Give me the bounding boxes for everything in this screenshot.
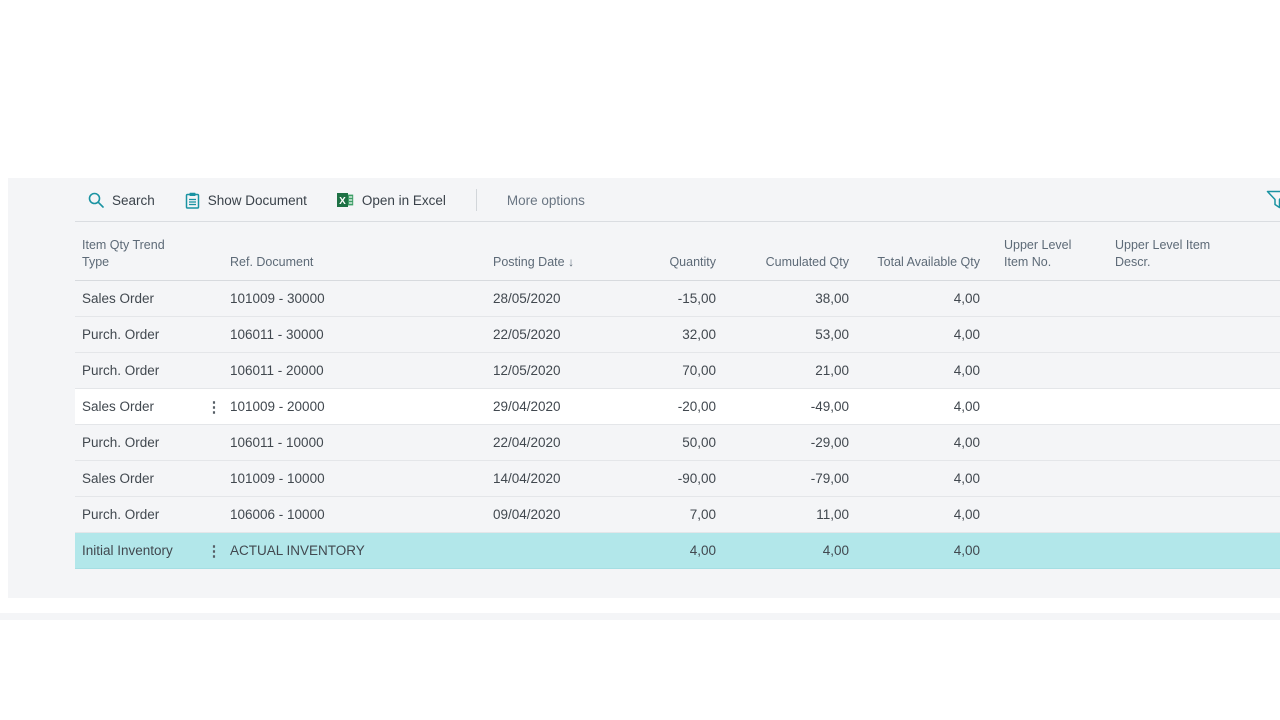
cell-type: Purch. Order: [82, 327, 160, 342]
open-in-excel-button[interactable]: X Open in Excel: [336, 192, 446, 208]
cell-quantity: 7,00: [689, 507, 716, 522]
cell-quantity: 32,00: [682, 327, 716, 342]
cell-total-available-qty: 4,00: [953, 363, 980, 378]
show-document-label: Show Document: [207, 192, 307, 208]
search-button[interactable]: Search: [88, 192, 155, 208]
cell-ref-document: 101009 - 10000: [230, 471, 325, 486]
document-icon: [185, 192, 200, 209]
cell-type: Purch. Order: [82, 435, 160, 450]
table-row[interactable]: Sales Order ⋮ 101009 - 30000 28/05/2020 …: [75, 281, 1280, 317]
column-header-quantity[interactable]: Quantity: [669, 255, 716, 269]
cell-total-available-qty: 4,00: [953, 507, 980, 522]
page-header: ITEM QUANTITY TREND ANALYSIS | WORK DATE…: [0, 118, 1280, 283]
cell-ref-document: 106011 - 20000: [230, 363, 324, 378]
cell-posting-date: 22/05/2020: [493, 327, 561, 342]
table-row[interactable]: Purch. Order ⋮ 106011 - 10000 22/04/2020…: [75, 425, 1280, 461]
cell-posting-date: 28/05/2020: [493, 291, 561, 306]
cell-posting-date: 12/05/2020: [493, 363, 561, 378]
cell-cumulated-qty: 53,00: [815, 327, 849, 342]
action-toolbar: Search Show Document X: [8, 178, 1280, 222]
cell-type: Initial Inventory: [82, 543, 173, 558]
row-options-icon[interactable]: ⋮: [206, 542, 222, 560]
cell-ref-document: ACTUAL INVENTORY: [230, 543, 365, 558]
cell-cumulated-qty: 4,00: [822, 543, 849, 558]
cell-total-available-qty: 4,00: [953, 327, 980, 342]
row-options-icon[interactable]: ⋮: [206, 398, 222, 416]
cell-type: Sales Order: [82, 471, 155, 486]
column-header-item-qty-trend-type[interactable]: Item Qty Trend Type: [82, 238, 165, 269]
cell-total-available-qty: 4,00: [953, 435, 980, 450]
column-header-upper-level-item-descr[interactable]: Upper Level Item Descr.: [1115, 238, 1211, 269]
table-row[interactable]: Purch. Order ⋮ 106011 - 30000 22/05/2020…: [75, 317, 1280, 353]
bottom-bar: [0, 613, 1280, 620]
cell-cumulated-qty: -79,00: [810, 471, 849, 486]
cell-quantity: 50,00: [682, 435, 716, 450]
show-document-button[interactable]: Show Document: [185, 192, 307, 209]
cell-posting-date: 29/04/2020: [493, 399, 561, 414]
cell-ref-document: 106006 - 10000: [230, 507, 325, 522]
cell-ref-document: 101009 - 30000: [230, 291, 325, 306]
cell-cumulated-qty: -29,00: [810, 435, 849, 450]
search-label: Search: [112, 192, 155, 208]
column-header-cumulated-qty[interactable]: Cumulated Qty: [765, 255, 849, 269]
table-row[interactable]: Sales Order ⋮ 101009 - 10000 14/04/2020 …: [75, 461, 1280, 497]
cell-ref-document: 106011 - 30000: [230, 327, 324, 342]
column-header-total-available-qty[interactable]: Total Available Qty: [877, 255, 980, 269]
column-header-ref-document[interactable]: Ref. Document: [230, 255, 314, 269]
cell-type: Sales Order: [82, 399, 155, 414]
cell-posting-date: 22/04/2020: [493, 435, 561, 450]
cell-cumulated-qty: 11,00: [816, 507, 849, 522]
cell-type: Purch. Order: [82, 507, 160, 522]
cell-cumulated-qty: -49,00: [810, 399, 849, 414]
column-header-upper-level-item-no[interactable]: Upper Level Item No.: [1004, 238, 1072, 269]
search-icon: [88, 192, 104, 208]
open-in-excel-label: Open in Excel: [361, 192, 446, 208]
table-body: Sales Order ⋮ 101009 - 30000 28/05/2020 …: [75, 281, 1280, 569]
cell-ref-document: 106011 - 10000: [230, 435, 324, 450]
cell-quantity: -90,00: [677, 471, 716, 486]
cell-cumulated-qty: 21,00: [815, 363, 849, 378]
table-header-row: Item Qty Trend Type Ref. Document Postin…: [75, 222, 1280, 281]
cell-posting-date: 09/04/2020: [493, 507, 561, 522]
table-row-selected[interactable]: Sales Order ⋮ 101009 - 20000 29/04/2020 …: [75, 389, 1280, 425]
cell-total-available-qty: 4,00: [953, 543, 980, 558]
excel-icon: X: [336, 192, 354, 208]
cell-total-available-qty: 4,00: [953, 399, 980, 414]
toolbar-separator: [475, 189, 477, 211]
cell-type: Purch. Order: [82, 363, 160, 378]
list-page-panel: Search Show Document X: [8, 178, 1280, 598]
column-header-posting-date[interactable]: Posting Date ↓: [493, 255, 575, 269]
cell-ref-document: 101009 - 20000: [230, 399, 325, 414]
cell-posting-date: 14/04/2020: [493, 471, 561, 486]
cell-type: Sales Order: [82, 291, 155, 306]
cell-quantity: 70,00: [682, 363, 716, 378]
cell-quantity: -15,00: [677, 291, 716, 306]
toolbar-divider: [75, 221, 1280, 222]
cell-quantity: 4,00: [689, 543, 716, 558]
cell-quantity: -20,00: [677, 399, 716, 414]
table-row[interactable]: Purch. Order ⋮ 106011 - 20000 12/05/2020…: [75, 353, 1280, 389]
svg-text:X: X: [339, 196, 346, 207]
sort-descending-icon: ↓: [568, 255, 575, 269]
cell-cumulated-qty: 38,00: [815, 291, 849, 306]
table-row[interactable]: Purch. Order ⋮ 106006 - 10000 09/04/2020…: [75, 497, 1280, 533]
filter-icon[interactable]: [1266, 190, 1280, 210]
cell-total-available-qty: 4,00: [953, 291, 980, 306]
more-options-button[interactable]: More options: [506, 192, 585, 208]
table-row-highlighted[interactable]: Initial Inventory ⋮ ACTUAL INVENTORY 4,0…: [75, 533, 1280, 569]
cell-total-available-qty: 4,00: [953, 471, 980, 486]
